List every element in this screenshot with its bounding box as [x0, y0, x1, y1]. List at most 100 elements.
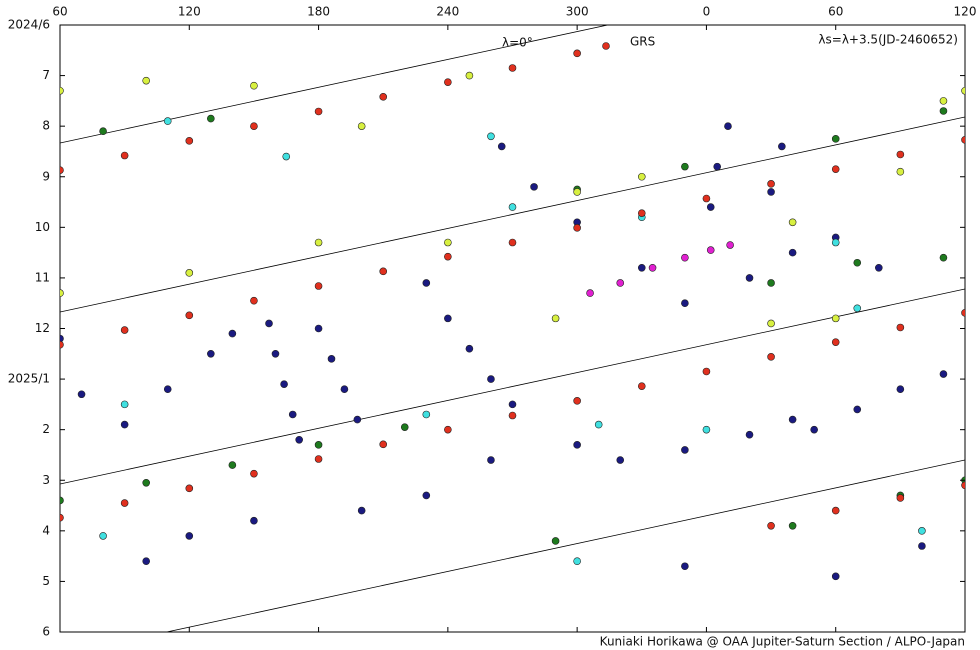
- point: [265, 319, 273, 328]
- point: [271, 349, 280, 358]
- point: [681, 446, 689, 454]
- y-tick-label: 4: [42, 523, 50, 537]
- point: [422, 279, 431, 287]
- point: [282, 152, 291, 161]
- marks: [60, 49, 965, 581]
- point: [185, 311, 194, 320]
- point: [961, 309, 965, 317]
- point: [831, 135, 840, 143]
- point: [444, 425, 452, 434]
- point: [853, 304, 862, 313]
- point: [853, 258, 862, 267]
- point: [185, 137, 194, 145]
- x-tick-label: 240: [436, 5, 459, 19]
- point: [288, 410, 297, 419]
- x-tick-label: 120: [178, 5, 201, 19]
- point: [573, 441, 581, 449]
- point: [831, 506, 840, 515]
- point: [444, 314, 452, 323]
- credit: Kuniaki Horikawa @ OAA Jupiter-Saturn Se…: [600, 635, 965, 649]
- y-tick-label: 9: [42, 169, 50, 183]
- point: [400, 423, 409, 431]
- point: [497, 142, 506, 151]
- y-tick-label: 2024/6: [8, 18, 50, 32]
- point: [726, 241, 734, 249]
- point: [939, 370, 948, 378]
- point: [648, 263, 657, 272]
- point: [573, 188, 581, 196]
- point: [637, 382, 646, 390]
- point: [896, 494, 905, 502]
- point: [831, 238, 840, 247]
- point: [60, 513, 64, 522]
- y-tick-label: 5: [42, 574, 50, 588]
- point: [228, 329, 237, 338]
- plot-area: [59, 24, 966, 633]
- point: [637, 263, 646, 272]
- point: [60, 496, 64, 505]
- point: [314, 455, 323, 463]
- point: [340, 385, 349, 394]
- point: [702, 194, 711, 203]
- point: [353, 415, 362, 424]
- point: [767, 188, 775, 196]
- point: [120, 499, 129, 507]
- point: [637, 172, 646, 181]
- point: [314, 238, 323, 247]
- point: [250, 469, 258, 478]
- point: [60, 289, 64, 297]
- point: [681, 562, 689, 571]
- y-tick-label: 2025/1: [8, 372, 50, 386]
- point: [508, 64, 517, 72]
- point: [681, 299, 689, 308]
- point: [767, 521, 775, 530]
- point: [163, 117, 172, 125]
- point: [573, 557, 581, 565]
- point: [961, 481, 965, 490]
- point: [60, 166, 64, 174]
- point: [508, 400, 517, 409]
- point: [702, 367, 711, 376]
- y-tick-label: 2: [42, 422, 50, 436]
- point: [280, 380, 288, 388]
- point: [508, 411, 517, 420]
- point: [681, 253, 689, 262]
- point: [778, 142, 786, 151]
- x-tick-label: 0: [703, 5, 711, 19]
- point: [185, 532, 194, 540]
- point: [551, 314, 560, 323]
- point: [357, 506, 366, 515]
- point: [788, 521, 797, 530]
- point: [706, 246, 715, 254]
- x-tick-label: 60: [828, 5, 843, 19]
- x-tick-label: 60: [52, 5, 67, 19]
- point: [379, 267, 388, 276]
- x-tick-label: 300: [566, 5, 589, 19]
- point: [616, 456, 625, 464]
- point: [444, 252, 452, 261]
- point: [77, 390, 86, 399]
- annotation: λ=0°: [502, 36, 533, 50]
- x-tick-label: 120: [954, 5, 977, 19]
- point: [702, 425, 711, 434]
- point: [939, 97, 948, 105]
- point: [487, 132, 495, 141]
- point: [163, 385, 172, 394]
- point: [831, 165, 840, 173]
- point: [745, 430, 754, 439]
- point: [586, 289, 594, 297]
- point: [616, 279, 625, 287]
- y-tick-label: 6: [42, 625, 50, 639]
- point: [767, 319, 775, 328]
- point: [228, 461, 237, 469]
- point: [379, 440, 388, 449]
- point: [706, 203, 715, 211]
- point: [357, 122, 366, 130]
- point: [314, 282, 323, 290]
- point: [185, 269, 194, 277]
- point: [788, 248, 797, 257]
- point: [60, 334, 64, 343]
- point: [724, 122, 732, 130]
- point: [99, 127, 107, 136]
- point: [918, 527, 926, 535]
